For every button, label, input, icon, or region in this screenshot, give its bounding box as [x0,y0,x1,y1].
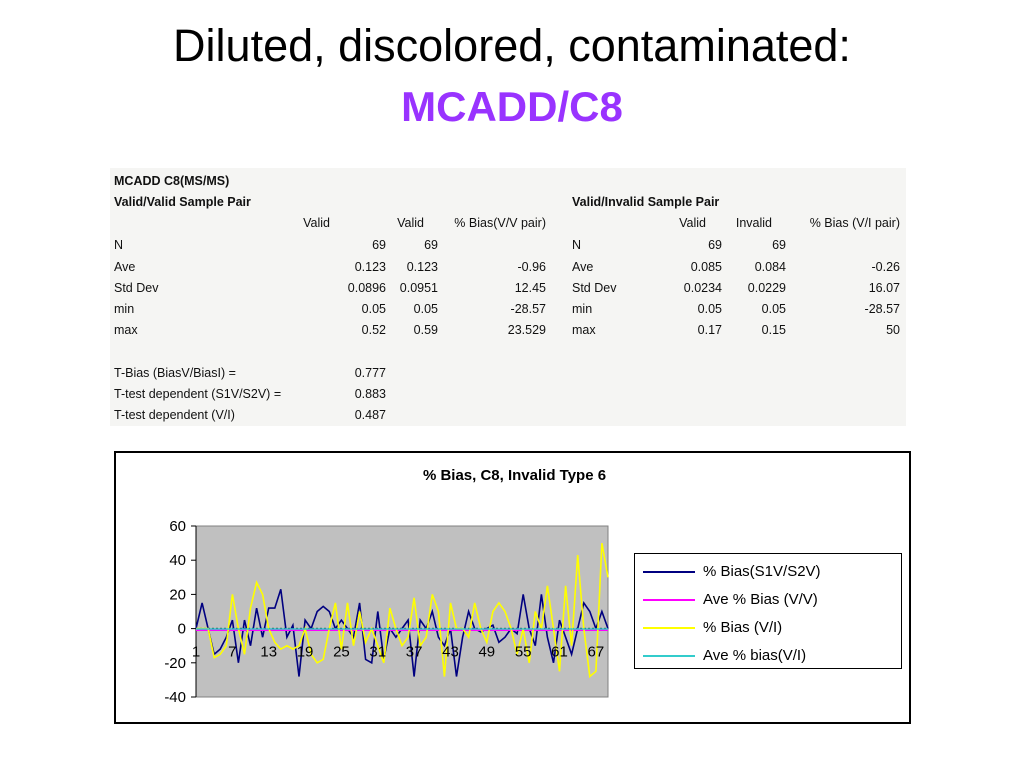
chart-frame: % Bias, C8, Invalid Type 6 -40 -20 0 20 40 60… [114,451,911,724]
vv-row-label: Ave [114,260,136,274]
x-tick-label: 19 [297,644,314,661]
x-tick-label: 13 [260,644,277,661]
vi-cell: 0.15 [761,323,786,337]
chart-plot: -40 -20 0 20 40 60 1 7 13 19 25 31 37 43 49 55 61 67 [164,518,609,706]
test-label: T-Bias (BiasV/BiasI) = [114,366,236,380]
test-label: T-test dependent (S1V/S2V) = [114,387,282,401]
vv-row-label: N [114,238,124,252]
legend-label: Ave % Bias (V/V) [703,591,818,608]
vi-cell: 0.05 [697,302,722,316]
stats-table-image: MCADD C8(MS/MS) Valid/Valid Sample Pair … [110,168,906,426]
vi-cell: 69 [772,238,786,252]
x-tick-label: 55 [515,644,532,661]
x-tick-label: 1 [192,644,200,661]
vv-cell: 0.123 [406,260,438,274]
vi-cell: 50 [886,323,900,337]
chart-legend: % Bias(S1V/S2V) Ave % Bias (V/V) % Bias … [634,553,902,669]
vv-cell: 69 [372,238,386,252]
x-tick-label: 67 [588,644,605,661]
vi-cell: 0.05 [761,302,786,316]
legend-swatch [643,655,695,657]
vv-col-header: Valid [303,216,330,230]
series-line [196,542,609,679]
vv-cell: 0.05 [361,302,386,316]
y-tick-label: -40 [164,689,186,706]
vi-col-header: Invalid [735,216,772,230]
legend-swatch [643,627,695,629]
vv-cell: -0.96 [517,260,547,274]
vv-col-header: % Bias(V/V pair) [454,216,546,230]
vi-row-label: N [572,238,582,252]
vi-row-label: max [572,323,596,337]
vi-cell: 0.085 [690,260,722,274]
vi-col-header: Valid [679,216,706,230]
x-tick-label: 31 [369,644,386,661]
vv-cell: 69 [424,238,438,252]
vi-cell: 16.07 [868,281,900,295]
vv-heading: Valid/Valid Sample Pair [114,195,251,209]
vi-cell: -0.26 [871,260,901,274]
vi-row-label: Std Dev [572,281,617,295]
vi-row-label: Ave [572,260,594,274]
vv-cell: 0.59 [413,323,438,337]
y-tick-label: -20 [164,655,186,672]
y-tick-label: 60 [169,518,186,535]
vv-cell: -28.57 [510,302,546,316]
vi-cell: 69 [708,238,722,252]
x-tick-label: 25 [333,644,350,661]
x-tick-label: 37 [406,644,423,661]
vv-cell: 23.529 [507,323,546,337]
vv-cell: 12.45 [514,281,546,295]
vv-cell: 0.123 [354,260,386,274]
x-tick-label: 61 [551,644,568,661]
test-value: 0.777 [354,366,386,380]
vi-heading: Valid/Invalid Sample Pair [572,195,720,209]
x-tick-label: 43 [442,644,459,661]
vi-row-label: min [572,302,593,316]
legend-label: % Bias (V/I) [703,619,783,636]
vv-row-label: Std Dev [114,281,159,295]
vv-cell: 0.0951 [399,281,438,295]
vi-col-header: % Bias (V/I pair) [809,216,900,230]
chart-title: % Bias, C8, Invalid Type 6 [422,467,607,484]
vi-cell: 0.0234 [683,281,722,295]
vv-row-label: max [114,323,138,337]
vv-cell: 0.0896 [347,281,386,295]
legend-label: % Bias(S1V/S2V) [703,563,821,580]
vi-cell: -28.57 [864,302,900,316]
vi-cell: 0.17 [697,323,722,337]
vv-row-label: min [114,302,135,316]
stats-heading: MCADD C8(MS/MS) [114,174,230,188]
slide-subtitle: MCADD/C8 [401,83,623,130]
y-tick-label: 0 [178,621,186,638]
slide-title: Diluted, discolored, contaminated: [173,20,851,71]
test-value: 0.883 [354,387,386,401]
legend-label: Ave % bias(V/I) [703,647,807,664]
vv-cell: 0.05 [413,302,438,316]
vi-cell: 0.0229 [747,281,786,295]
vv-cell: 0.52 [361,323,386,337]
test-label: T-test dependent (V/I) [114,408,235,422]
legend-swatch [643,599,695,601]
x-tick-label: 49 [478,644,495,661]
vv-col-header: Valid [397,216,424,230]
y-tick-label: 40 [169,552,186,569]
x-tick-label: 7 [228,644,236,661]
y-tick-label: 20 [169,586,186,603]
legend-swatch [643,571,695,573]
vi-cell: 0.084 [754,260,786,274]
test-value: 0.487 [354,408,386,422]
